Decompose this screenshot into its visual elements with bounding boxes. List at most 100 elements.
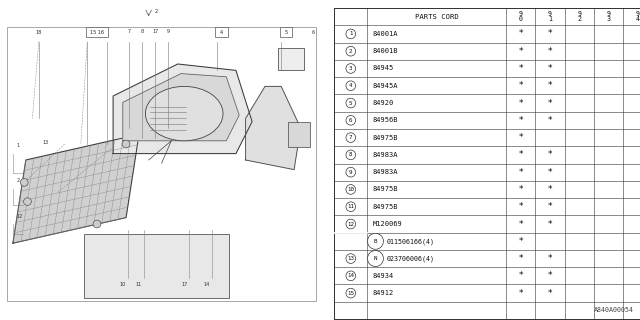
- Circle shape: [346, 202, 356, 212]
- Text: M120069: M120069: [372, 221, 402, 227]
- Circle shape: [346, 81, 356, 91]
- Text: *: *: [518, 133, 523, 142]
- Text: 4: 4: [349, 83, 353, 88]
- Text: *: *: [518, 289, 523, 298]
- Polygon shape: [246, 86, 301, 170]
- Text: *: *: [518, 29, 523, 38]
- Text: 14: 14: [204, 282, 210, 287]
- Circle shape: [122, 140, 130, 148]
- Text: 84975B: 84975B: [372, 135, 398, 140]
- Text: *: *: [548, 289, 552, 298]
- Text: 84983A: 84983A: [372, 169, 398, 175]
- Circle shape: [367, 251, 383, 267]
- Polygon shape: [123, 74, 239, 141]
- Text: *: *: [518, 99, 523, 108]
- Text: *: *: [518, 64, 523, 73]
- Circle shape: [346, 150, 356, 160]
- Circle shape: [346, 254, 356, 263]
- Text: 9
2: 9 2: [577, 11, 582, 22]
- Polygon shape: [113, 64, 252, 154]
- Text: 9
3: 9 3: [607, 11, 611, 22]
- Text: 84001B: 84001B: [372, 48, 398, 54]
- Text: 17: 17: [152, 29, 158, 34]
- Text: 84934: 84934: [372, 273, 394, 279]
- Text: 9
1: 9 1: [548, 11, 552, 22]
- Ellipse shape: [145, 86, 223, 141]
- Text: 12: 12: [348, 221, 355, 227]
- Text: 84956B: 84956B: [372, 117, 398, 123]
- Text: 84001A: 84001A: [372, 31, 398, 37]
- Text: *: *: [518, 254, 523, 263]
- Text: 3: 3: [349, 66, 353, 71]
- Text: *: *: [548, 150, 552, 159]
- Text: *: *: [548, 29, 552, 38]
- Text: 023706006(4): 023706006(4): [387, 255, 435, 262]
- Text: 15 16: 15 16: [90, 29, 104, 35]
- Text: *: *: [518, 116, 523, 125]
- Text: 5: 5: [284, 29, 287, 35]
- Text: *: *: [548, 64, 552, 73]
- Circle shape: [93, 220, 101, 228]
- Circle shape: [346, 271, 356, 281]
- Circle shape: [346, 98, 356, 108]
- Text: 9: 9: [166, 29, 170, 34]
- Text: 84975B: 84975B: [372, 187, 398, 192]
- Circle shape: [24, 198, 31, 205]
- Text: 5: 5: [349, 100, 353, 106]
- Text: 10: 10: [120, 282, 126, 287]
- Text: *: *: [518, 47, 523, 56]
- Text: *: *: [548, 168, 552, 177]
- Text: 2: 2: [16, 179, 19, 183]
- Text: *: *: [518, 237, 523, 246]
- Text: 84920: 84920: [372, 100, 394, 106]
- Circle shape: [346, 116, 356, 125]
- Text: *: *: [548, 202, 552, 211]
- Circle shape: [346, 46, 356, 56]
- Text: *: *: [548, 271, 552, 280]
- Text: 1: 1: [16, 143, 19, 148]
- Text: 13: 13: [42, 140, 49, 145]
- Text: 10: 10: [348, 187, 355, 192]
- Text: *: *: [548, 47, 552, 56]
- Polygon shape: [13, 134, 139, 243]
- Circle shape: [20, 179, 28, 186]
- Text: 12: 12: [16, 214, 22, 219]
- Text: *: *: [548, 254, 552, 263]
- Circle shape: [367, 233, 383, 249]
- Text: *: *: [518, 150, 523, 159]
- Text: 9
0: 9 0: [519, 11, 523, 22]
- Text: 17: 17: [181, 282, 188, 287]
- Text: *: *: [518, 168, 523, 177]
- Text: *: *: [548, 99, 552, 108]
- Text: 18: 18: [36, 30, 42, 35]
- Text: N: N: [374, 256, 377, 261]
- Text: 2: 2: [349, 49, 353, 54]
- Bar: [215, 27, 228, 37]
- Text: *: *: [548, 116, 552, 125]
- Bar: [84, 234, 230, 298]
- Circle shape: [346, 133, 356, 142]
- Text: 9: 9: [349, 170, 353, 175]
- Text: 84975B: 84975B: [372, 204, 398, 210]
- Text: *: *: [518, 220, 523, 228]
- Text: 9
4: 9 4: [636, 11, 640, 22]
- Text: *: *: [518, 185, 523, 194]
- Circle shape: [346, 29, 356, 39]
- Text: 011506166(4): 011506166(4): [387, 238, 435, 244]
- Circle shape: [346, 288, 356, 298]
- Text: 84945A: 84945A: [372, 83, 398, 89]
- Text: *: *: [548, 185, 552, 194]
- Text: 8: 8: [141, 29, 144, 34]
- Text: 13: 13: [348, 256, 355, 261]
- Text: *: *: [518, 271, 523, 280]
- Circle shape: [346, 167, 356, 177]
- Text: 11: 11: [136, 282, 142, 287]
- Text: *: *: [548, 81, 552, 90]
- Text: 11: 11: [348, 204, 355, 209]
- Bar: [287, 122, 310, 147]
- Text: 14: 14: [348, 273, 355, 278]
- Circle shape: [346, 64, 356, 73]
- Text: PARTS CORD: PARTS CORD: [415, 14, 459, 20]
- Bar: [280, 27, 292, 37]
- Text: 4: 4: [220, 29, 223, 35]
